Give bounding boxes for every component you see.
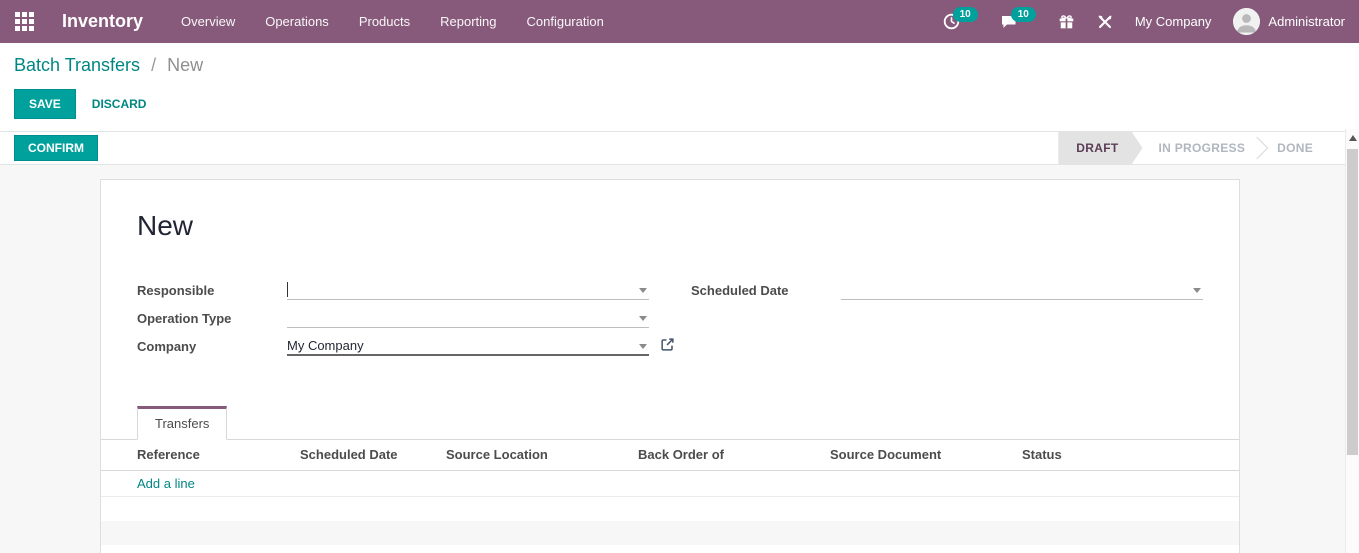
save-button[interactable]: SAVE	[14, 89, 76, 119]
main-content: New Responsible Operation Type	[0, 165, 1359, 553]
record-title: New	[137, 210, 194, 241]
grid-icon	[14, 12, 34, 31]
column-header-status[interactable]: Status	[1022, 440, 1239, 471]
empty-row	[101, 497, 1239, 521]
topbar: Inventory Overview Operations Products R…	[0, 0, 1359, 43]
fields-left-column: Responsible Operation Type	[137, 280, 674, 364]
company-label: Company	[137, 338, 197, 354]
menu-item-products[interactable]: Products	[358, 14, 411, 29]
status-stage-draft[interactable]: DRAFT	[1058, 132, 1142, 165]
dropdown-caret-icon[interactable]	[639, 288, 647, 293]
field-row-scheduled-date: Scheduled Date	[691, 280, 1203, 300]
menu-item-operations[interactable]: Operations	[265, 14, 329, 29]
fields-right-column: Scheduled Date	[691, 280, 1203, 364]
empty-row	[101, 545, 1239, 553]
caret-up-icon	[1348, 135, 1357, 141]
menu-item-overview[interactable]: Overview	[181, 14, 236, 29]
tools-button[interactable]	[1097, 14, 1113, 30]
menu-item-configuration[interactable]: Configuration	[526, 14, 604, 29]
confirm-button[interactable]: CONFIRM	[14, 135, 98, 161]
topbar-left: Inventory Overview Operations Products R…	[0, 0, 604, 43]
notebook-tabs: Transfers	[101, 406, 1239, 440]
user-name: Administrator	[1268, 14, 1345, 29]
status-stage-in-progress[interactable]: IN PROGRESS	[1158, 140, 1246, 155]
dropdown-caret-icon[interactable]	[639, 316, 647, 321]
company-switcher[interactable]: My Company	[1134, 14, 1212, 29]
form-sheet: New Responsible Operation Type	[100, 179, 1240, 553]
scrollbar[interactable]	[1345, 129, 1359, 553]
scroll-up-button[interactable]	[1346, 129, 1359, 147]
transfers-table: Reference Scheduled Date Source Location…	[101, 440, 1239, 471]
top-menu: Overview Operations Products Reporting C…	[181, 14, 604, 29]
dropdown-caret-icon[interactable]	[639, 344, 647, 349]
company-value: My Company	[287, 337, 364, 353]
discard-button[interactable]: DISCARD	[91, 97, 147, 111]
column-header-scheduled-date[interactable]: Scheduled Date	[300, 440, 446, 471]
column-header-source-document[interactable]: Source Document	[830, 440, 1022, 471]
tab-transfers[interactable]: Transfers	[137, 406, 228, 440]
column-header-back-order-of[interactable]: Back Order of	[638, 440, 830, 471]
messages-badge: 10	[1010, 7, 1036, 22]
table-header-row: Reference Scheduled Date Source Location…	[101, 440, 1239, 471]
column-header-reference[interactable]: Reference	[101, 440, 300, 471]
tools-icon	[1098, 15, 1112, 28]
avatar	[1233, 8, 1261, 35]
field-row-operation-type: Operation Type	[137, 308, 649, 328]
activities-button[interactable]: 10	[943, 7, 978, 30]
responsible-input[interactable]	[287, 280, 649, 300]
breadcrumb: Batch Transfers / New	[14, 55, 1343, 76]
menu-item-reporting[interactable]: Reporting	[440, 14, 497, 29]
statusbar-row: CONFIRM DRAFT IN PROGRESS DONE	[0, 132, 1359, 165]
activities-badge: 10	[952, 7, 978, 22]
gift-icon	[1059, 15, 1074, 29]
breadcrumb-current: New	[167, 55, 204, 75]
status-stage-done[interactable]: DONE	[1277, 140, 1313, 155]
systray: 10 10	[943, 7, 1345, 35]
field-row-company: Company My Company	[137, 336, 674, 356]
external-link-icon[interactable]	[660, 337, 675, 355]
dropdown-caret-icon[interactable]	[1193, 288, 1201, 293]
field-row-responsible: Responsible	[137, 280, 649, 300]
control-panel: Batch Transfers / New SAVE DISCARD	[0, 43, 1359, 132]
user-menu[interactable]: Administrator	[1233, 8, 1345, 35]
scheduled-date-input[interactable]	[841, 280, 1203, 300]
control-panel-buttons: SAVE DISCARD	[14, 89, 1343, 119]
add-line-row: Add a line	[101, 471, 1239, 497]
empty-row	[101, 521, 1239, 545]
text-cursor	[287, 282, 288, 297]
messages-button[interactable]: 10	[1000, 7, 1036, 30]
scheduled-date-label: Scheduled Date	[691, 282, 789, 298]
company-input[interactable]: My Company	[287, 336, 674, 356]
app-name[interactable]: Inventory	[62, 11, 144, 31]
operation-type-label: Operation Type	[137, 310, 232, 326]
breadcrumb-separator: /	[151, 55, 157, 75]
status-pipeline: DRAFT IN PROGRESS DONE	[1058, 132, 1329, 164]
scrollbar-thumb[interactable]	[1347, 149, 1358, 455]
breadcrumb-parent-link[interactable]: Batch Transfers	[14, 55, 141, 75]
responsible-label: Responsible	[137, 282, 215, 298]
apps-grid-icon[interactable]	[0, 0, 48, 43]
column-header-source-location[interactable]: Source Location	[446, 440, 638, 471]
operation-type-input[interactable]	[287, 308, 649, 328]
rewards-button[interactable]	[1058, 13, 1075, 30]
add-a-line-link[interactable]: Add a line	[137, 476, 195, 491]
fields-grid: Responsible Operation Type	[137, 280, 1203, 364]
